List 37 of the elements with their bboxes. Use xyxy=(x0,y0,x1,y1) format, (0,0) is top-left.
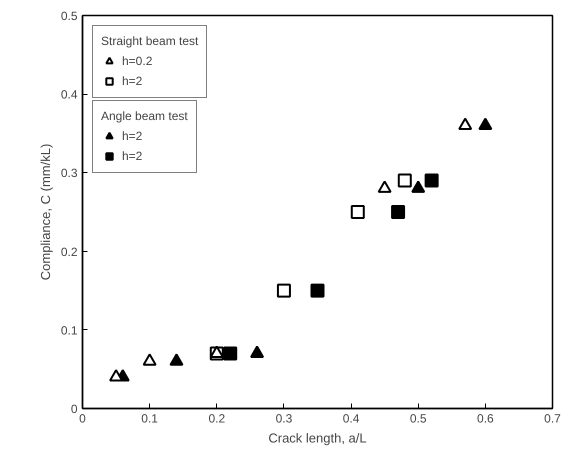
point xyxy=(210,346,224,358)
x-tick-label: 0.2 xyxy=(208,412,226,426)
y-tick-label: 0.2 xyxy=(60,244,78,259)
x-tick-label: 0.6 xyxy=(477,412,494,426)
x-tick-label: 0.3 xyxy=(276,412,293,426)
annotation: Angle beam test xyxy=(101,109,188,123)
legend-label: h=0.2 xyxy=(122,54,152,68)
y-axis-title: Compliance, C (mm/kL) xyxy=(38,144,53,280)
annotation: Straight beam test xyxy=(101,34,198,48)
legend-label: h=2 xyxy=(122,129,142,143)
point xyxy=(458,118,472,130)
point xyxy=(170,353,184,366)
point xyxy=(478,118,492,130)
point xyxy=(350,205,365,219)
point xyxy=(424,174,439,188)
y-tick-label: 0.3 xyxy=(60,166,78,180)
point xyxy=(411,180,426,193)
x-axis-title: Crack length, a/L xyxy=(268,430,367,446)
x-tick-label: 0.5 xyxy=(410,412,427,426)
x-tick-label: 0.1 xyxy=(141,412,158,426)
y-tick-label: 0.5 xyxy=(60,9,78,23)
point xyxy=(223,346,238,360)
y-tick-label: 0.4 xyxy=(60,88,78,102)
point xyxy=(276,284,291,298)
point xyxy=(142,353,157,366)
legend-label: h=2 xyxy=(122,74,142,88)
point xyxy=(250,346,264,358)
x-tick-label: 0 xyxy=(79,412,86,426)
point xyxy=(310,284,324,298)
point xyxy=(378,180,392,193)
y-tick-label: 0 xyxy=(70,402,78,416)
y-tick-label: 0.1 xyxy=(60,323,78,338)
x-tick-label: 0.7 xyxy=(544,412,562,426)
point xyxy=(391,205,406,219)
x-tick-label: 0.4 xyxy=(342,412,360,426)
legend-label: h=2 xyxy=(122,149,142,163)
point xyxy=(398,174,412,188)
